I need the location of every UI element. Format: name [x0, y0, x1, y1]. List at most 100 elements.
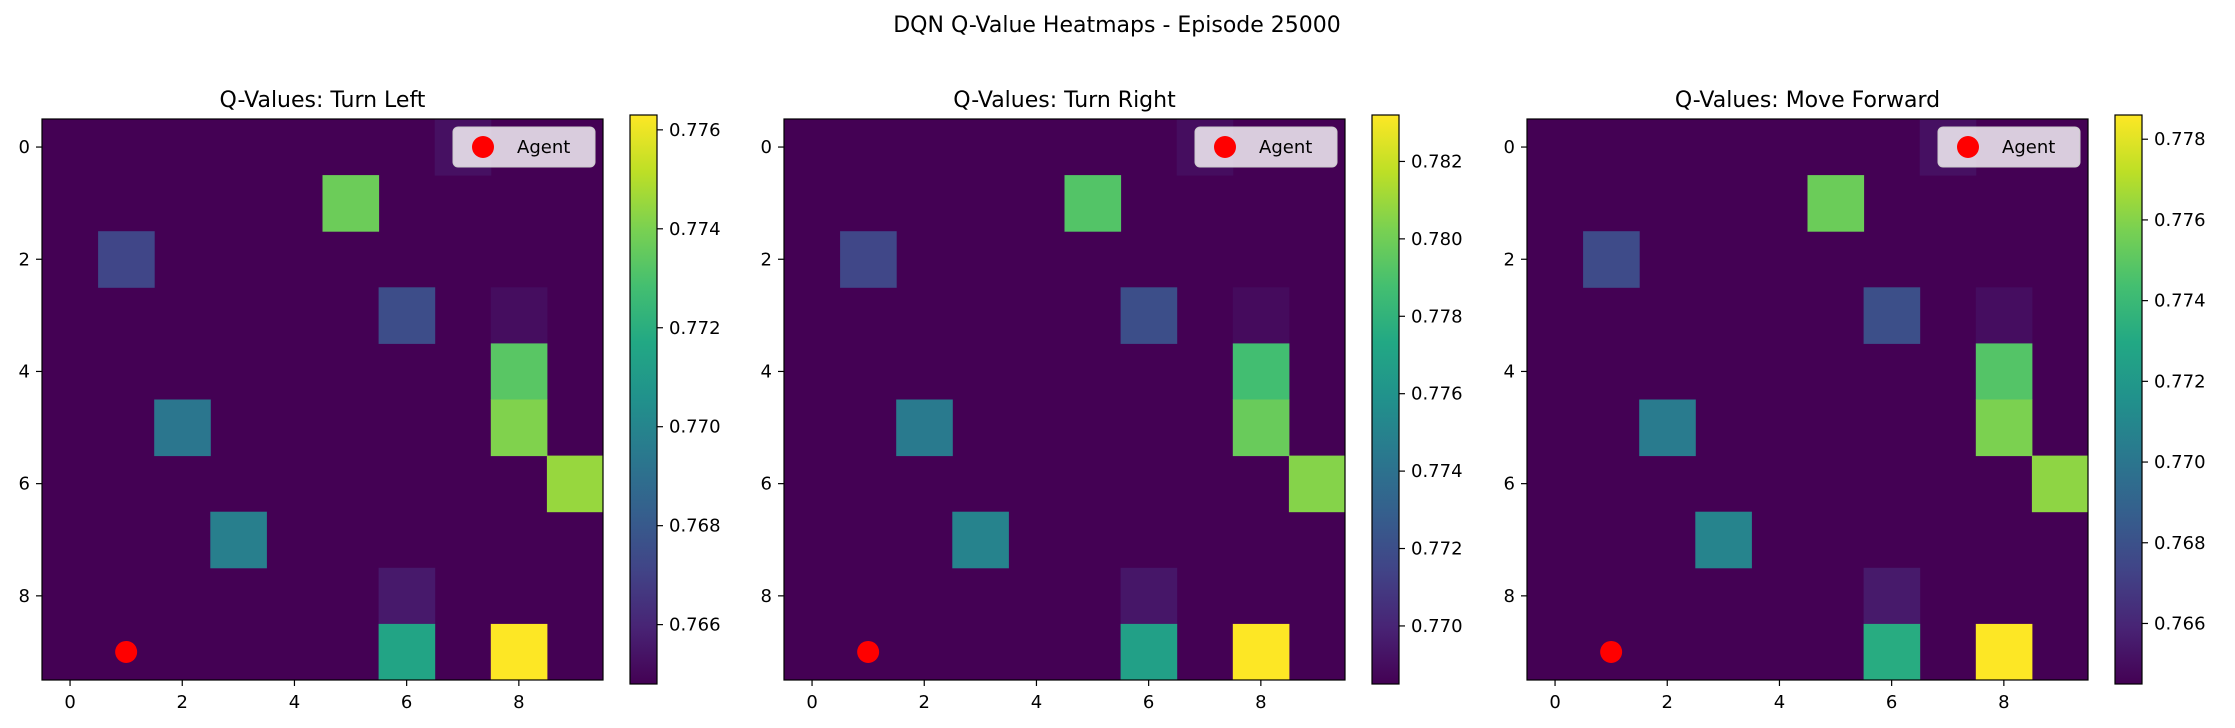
- y-tick-label: 2: [1504, 249, 1515, 270]
- heatmap-cell: [490, 287, 548, 344]
- heatmap-cell: [490, 343, 548, 400]
- y-tick-label: 4: [1504, 361, 1515, 382]
- colorbar-tick-label: 0.778: [1411, 306, 1463, 327]
- colorbar-tick-label: 0.772: [2154, 371, 2206, 392]
- heatmap-cell: [840, 231, 897, 288]
- panel-title: Q-Values: Move Forward: [1675, 88, 1940, 113]
- x-tick-label: 0: [806, 692, 817, 713]
- legend-marker: [1957, 136, 1979, 158]
- heatmap-cell: [322, 175, 380, 232]
- x-tick-label: 4: [1031, 692, 1042, 713]
- x-tick-label: 6: [1143, 692, 1154, 713]
- x-tick-label: 2: [177, 692, 188, 713]
- y-tick-label: 6: [761, 474, 772, 495]
- colorbar-tick-label: 0.774: [669, 219, 721, 240]
- colorbar-tick-label: 0.768: [2154, 533, 2206, 554]
- axes-frame: [41, 118, 604, 681]
- heatmap-cell: [1064, 175, 1122, 232]
- heatmap-cell: [896, 399, 953, 457]
- heatmap-cell: [1583, 231, 1640, 288]
- colorbar-tick-label: 0.770: [1411, 616, 1463, 637]
- figure-suptitle: DQN Q-Value Heatmaps - Episode 25000: [893, 13, 1341, 38]
- heatmap-cell: [1863, 287, 1921, 344]
- heatmap-cell: [154, 399, 211, 457]
- heatmap-cell: [1807, 175, 1865, 232]
- heatmap-cell: [378, 623, 436, 681]
- y-tick-label: 8: [19, 586, 30, 607]
- y-tick-label: 6: [19, 474, 30, 495]
- colorbar-tick-label: 0.772: [1411, 539, 1463, 560]
- colorbar-tick-label: 0.776: [669, 120, 721, 141]
- agent-marker: [1600, 640, 1623, 663]
- x-tick-label: 8: [1998, 692, 2009, 713]
- colorbar-tick-label: 0.776: [2154, 210, 2206, 231]
- colorbar: [1371, 114, 1400, 685]
- x-tick-label: 8: [1255, 692, 1266, 713]
- legend-marker: [1214, 136, 1236, 158]
- legend-marker: [472, 136, 494, 158]
- colorbar-tick-label: 0.772: [669, 318, 721, 339]
- agent-marker: [115, 640, 138, 663]
- heatmap-cell: [1975, 343, 2033, 400]
- heatmap-cell: [1975, 399, 2033, 457]
- heatmap-cell: [1232, 623, 1290, 681]
- x-tick-label: 2: [1662, 692, 1673, 713]
- heatmap-cell: [1639, 399, 1696, 457]
- legend-box: [1937, 126, 2081, 168]
- heatmap-cell: [1288, 455, 1346, 513]
- y-tick-label: 0: [761, 137, 772, 158]
- heatmap-cell: [1975, 623, 2033, 681]
- x-tick-label: 6: [401, 692, 412, 713]
- x-tick-label: 2: [919, 692, 930, 713]
- legend-box: [452, 126, 596, 168]
- x-tick-label: 0: [1549, 692, 1560, 713]
- y-tick-label: 8: [761, 586, 772, 607]
- colorbar-tick-label: 0.778: [2154, 129, 2206, 150]
- heatmap-cell: [490, 623, 548, 681]
- colorbar-tick-label: 0.770: [669, 417, 721, 438]
- heatmap-cell: [1232, 343, 1290, 400]
- heatmap-cell: [210, 511, 267, 569]
- agent-marker: [857, 640, 880, 663]
- heatmap-cell: [1863, 567, 1921, 625]
- colorbar-tick-label: 0.766: [2154, 613, 2206, 634]
- y-tick-label: 2: [761, 249, 772, 270]
- heatmap-cell: [546, 455, 604, 513]
- colorbar: [2114, 114, 2143, 685]
- heatmap-cell: [1232, 399, 1290, 457]
- colorbar: [629, 114, 658, 685]
- y-tick-label: 6: [1504, 474, 1515, 495]
- heatmap-cell: [98, 231, 155, 288]
- x-tick-label: 8: [513, 692, 524, 713]
- heatmap-cell: [1863, 623, 1921, 681]
- legend-label: Agent: [1259, 137, 1312, 158]
- heatmap-panel: Q-Values: Turn Right 0 2 4 6 8 0 2 4 6 8 Agent 0.770…: [761, 88, 1463, 713]
- x-tick-label: 0: [64, 692, 75, 713]
- axes-frame: [783, 118, 1346, 681]
- axes-frame: [1526, 118, 2089, 681]
- colorbar-tick-label: 0.774: [2154, 291, 2206, 312]
- y-tick-label: 4: [19, 361, 30, 382]
- y-tick-label: 0: [1504, 137, 1515, 158]
- colorbar-tick-label: 0.770: [2154, 452, 2206, 473]
- heatmap-cell: [378, 287, 436, 344]
- y-tick-label: 0: [19, 137, 30, 158]
- x-tick-label: 4: [1774, 692, 1785, 713]
- legend-box: [1194, 126, 1338, 168]
- y-tick-label: 4: [761, 361, 772, 382]
- heatmap-panel: Q-Values: Turn Left 0 2 4 6 8 0 2 4 6 8 Agent 0.766 0…: [19, 88, 721, 713]
- heatmap-cell: [1232, 287, 1290, 344]
- colorbar-tick-label: 0.776: [1411, 384, 1463, 405]
- legend-label: Agent: [517, 137, 570, 158]
- legend-label: Agent: [2002, 137, 2055, 158]
- panel-title: Q-Values: Turn Left: [220, 88, 426, 113]
- colorbar-tick-label: 0.782: [1411, 151, 1463, 172]
- heatmap-cell: [1120, 567, 1178, 625]
- colorbar-tick-label: 0.774: [1411, 461, 1463, 482]
- colorbar-tick-label: 0.766: [669, 615, 721, 636]
- heatmap-cell: [490, 399, 548, 457]
- heatmap-cell: [1695, 511, 1752, 569]
- y-tick-label: 8: [1504, 586, 1515, 607]
